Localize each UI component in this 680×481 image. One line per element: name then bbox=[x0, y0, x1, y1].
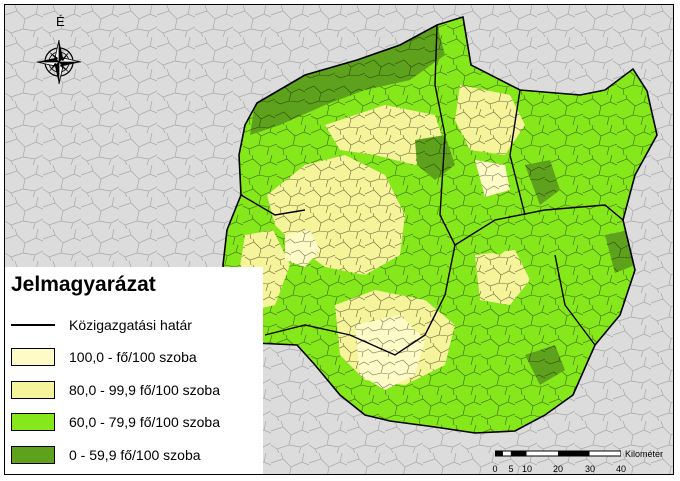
legend-item-100-plus: 100,0 - fő/100 szoba bbox=[11, 347, 197, 367]
scale-tick: 5 bbox=[508, 464, 514, 474]
legend-item-boundary: Közigazgatási határ bbox=[11, 315, 192, 335]
legend-label: 0 - 59,9 fő/100 szoba bbox=[69, 447, 201, 463]
map-frame: É Jelmagyarázat Közigazgatási határ 100,… bbox=[4, 4, 674, 475]
legend-label: 80,0 - 99,9 fő/100 szoba bbox=[69, 382, 220, 398]
legend: Jelmagyarázat Közigazgatási határ 100,0 … bbox=[5, 267, 263, 474]
legend-label: Közigazgatási határ bbox=[69, 317, 192, 333]
scale-tick: 40 bbox=[615, 464, 627, 474]
scale-tick: 10 bbox=[521, 464, 533, 474]
legend-swatch bbox=[11, 381, 55, 399]
legend-title: Jelmagyarázat bbox=[11, 273, 156, 296]
legend-label: 100,0 - fő/100 szoba bbox=[69, 349, 197, 365]
legend-item-0-59: 0 - 59,9 fő/100 szoba bbox=[11, 445, 201, 465]
scale-tick: 30 bbox=[584, 464, 596, 474]
boundary-line-swatch bbox=[11, 316, 55, 334]
legend-label: 60,0 - 79,9 fő/100 szoba bbox=[69, 414, 220, 430]
legend-item-60-79: 60,0 - 79,9 fő/100 szoba bbox=[11, 412, 220, 432]
scale-bar bbox=[495, 450, 621, 457]
district-boundaries bbox=[240, 24, 624, 356]
legend-swatch bbox=[11, 446, 55, 464]
choropleth-map bbox=[5, 5, 673, 474]
scale-tick: 0 bbox=[492, 464, 498, 474]
scale-unit-label: Kilométer bbox=[625, 449, 664, 459]
scale-tick: 20 bbox=[552, 464, 564, 474]
legend-item-80-99: 80,0 - 99,9 fő/100 szoba bbox=[11, 380, 220, 400]
legend-swatch bbox=[11, 413, 55, 431]
compass-rose-icon bbox=[36, 39, 82, 85]
legend-swatch bbox=[11, 348, 55, 366]
north-label: É bbox=[56, 14, 65, 29]
